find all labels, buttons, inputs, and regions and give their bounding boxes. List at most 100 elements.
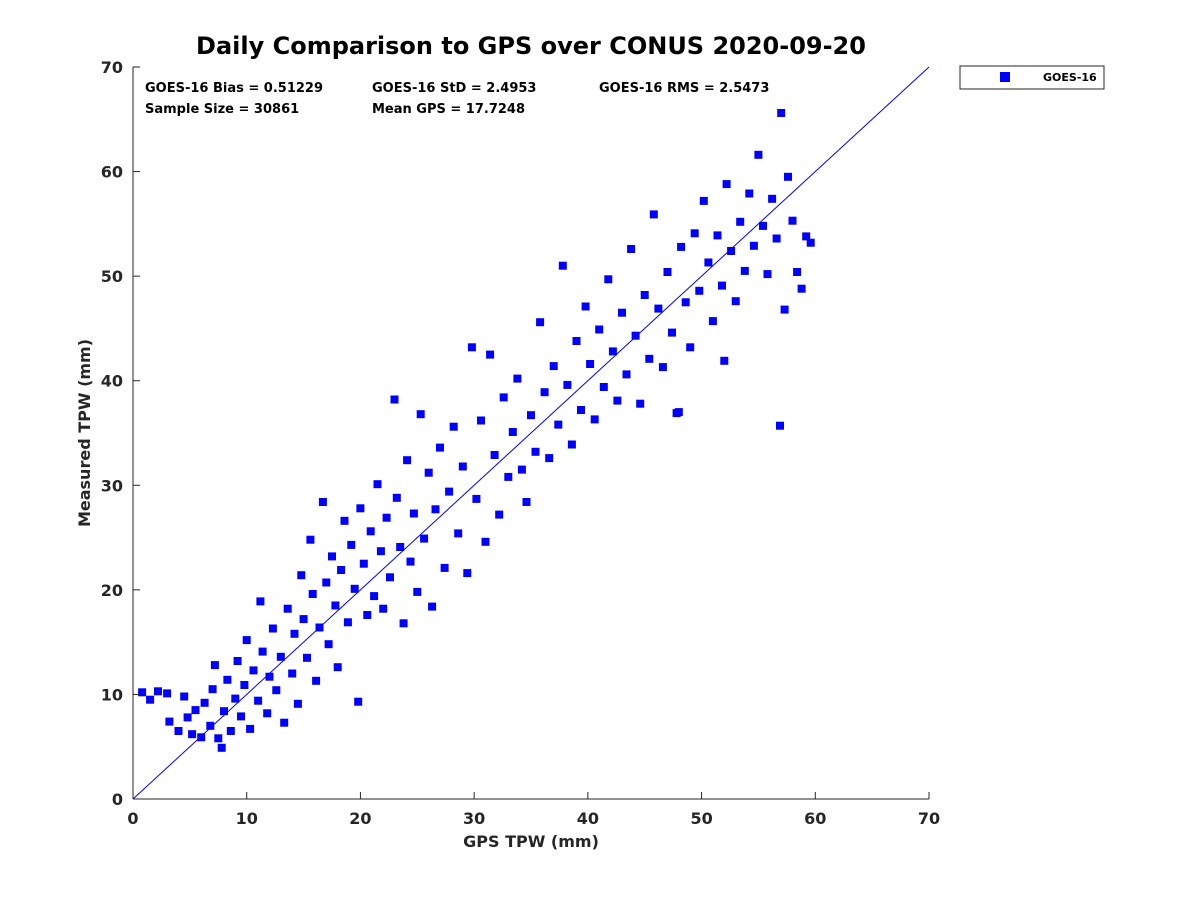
y-tick-label: 0 — [112, 790, 123, 809]
scatter-point — [540, 388, 549, 397]
scatter-point — [436, 443, 444, 452]
scatter-point — [495, 510, 504, 519]
scatter-point — [708, 317, 717, 326]
scatter-point — [214, 734, 223, 743]
scatter-point — [586, 360, 595, 368]
scatter-point — [699, 196, 708, 205]
scatter-point — [463, 569, 472, 578]
scatter-point — [356, 504, 365, 513]
scatter-point — [654, 304, 663, 313]
scatter-point — [183, 713, 192, 722]
scatter-point — [382, 513, 391, 522]
scatter-point — [220, 707, 228, 716]
scatter-point — [536, 318, 545, 327]
scatter-point — [577, 406, 585, 414]
scatter-point — [288, 669, 297, 678]
scatter-point — [379, 604, 388, 613]
scatter-point — [431, 505, 440, 514]
scatter-point — [256, 597, 265, 606]
scatter-point — [390, 395, 399, 404]
scatter-point — [788, 216, 797, 225]
stat-mean-gps: Mean GPS = 17.7248 — [372, 102, 525, 117]
scatter-point — [254, 696, 263, 705]
x-tick-label: 60 — [804, 809, 826, 828]
x-axis-label: GPS TPW (mm) — [463, 832, 599, 851]
scatter-point — [303, 653, 311, 662]
scatter-point — [722, 180, 731, 189]
scatter-point — [403, 456, 412, 465]
scatter-point — [720, 356, 729, 365]
scatter-point — [806, 238, 815, 247]
scatter-point — [333, 663, 342, 672]
scatter-point — [627, 245, 636, 253]
scatter-point — [745, 189, 754, 198]
scatter-point — [545, 454, 554, 463]
x-tick-label: 20 — [349, 809, 371, 828]
scatter-point — [306, 535, 315, 544]
scatter-point — [784, 172, 792, 181]
legend-box — [959, 65, 1105, 90]
y-tick-label: 40 — [101, 372, 123, 391]
scatter-point — [508, 428, 517, 436]
scatter-point — [249, 666, 258, 675]
scatter-point — [237, 712, 245, 721]
scatter-point — [517, 465, 526, 474]
scatter-point — [208, 685, 217, 694]
legend-marker-goes16 — [1000, 72, 1010, 82]
stat-sample-size: Sample Size = 30861 — [145, 102, 299, 117]
scatter-point — [658, 363, 667, 372]
scatter-point — [554, 420, 563, 429]
scatter-point — [645, 354, 654, 363]
scatter-point — [354, 697, 363, 706]
scatter-point — [276, 652, 285, 661]
scatter-point — [640, 291, 649, 299]
scatter-point — [797, 284, 806, 293]
scatter-point — [308, 590, 317, 598]
scatter-point — [231, 694, 240, 703]
scatter-point — [590, 415, 599, 424]
scatter-point — [713, 231, 722, 240]
scatter-point — [242, 636, 251, 645]
scatter-point — [283, 604, 292, 613]
scatter-point — [793, 268, 802, 276]
scatter-point — [608, 347, 617, 356]
scatter-point — [328, 552, 336, 561]
scatter-point — [373, 480, 382, 489]
scatter-point — [180, 692, 189, 701]
scatter-point — [396, 543, 405, 551]
scatter-point — [772, 234, 781, 243]
scatter-point — [467, 343, 476, 352]
scatter-point — [174, 727, 183, 735]
scatter-point — [581, 302, 590, 311]
scatter-point — [340, 516, 349, 525]
scatter-point — [200, 698, 209, 707]
scatter-point — [490, 451, 499, 459]
scatter-point — [370, 592, 379, 601]
plot-area: 0 10 20 30 40 50 60 70 0 10 20 30 40 50 60 70 — [101, 58, 940, 828]
x-tick-label: 0 — [127, 809, 138, 828]
scatter-point — [636, 399, 645, 408]
scatter-point — [499, 393, 508, 402]
y-tick-label: 70 — [101, 58, 123, 77]
scatter-point — [613, 396, 622, 405]
scatter-point — [331, 601, 340, 610]
scatter-point — [754, 150, 763, 159]
scatter-point — [413, 587, 422, 596]
scatter-point — [363, 611, 372, 619]
scatter-point — [318, 498, 327, 506]
scatter-point — [206, 721, 215, 730]
scatter-point — [445, 487, 454, 496]
scatter-point — [563, 380, 572, 389]
scatter-point — [504, 472, 513, 481]
scatter-point — [674, 408, 683, 417]
scatter-point — [416, 410, 425, 419]
scatter-point — [191, 706, 200, 715]
scatter-point — [695, 286, 704, 295]
scatter-point — [472, 494, 481, 503]
y-tick-label: 50 — [101, 267, 123, 286]
x-tick-label: 10 — [236, 809, 258, 828]
scatter-point — [686, 343, 695, 352]
scatter-point — [558, 261, 567, 270]
scatter-point — [780, 305, 789, 314]
